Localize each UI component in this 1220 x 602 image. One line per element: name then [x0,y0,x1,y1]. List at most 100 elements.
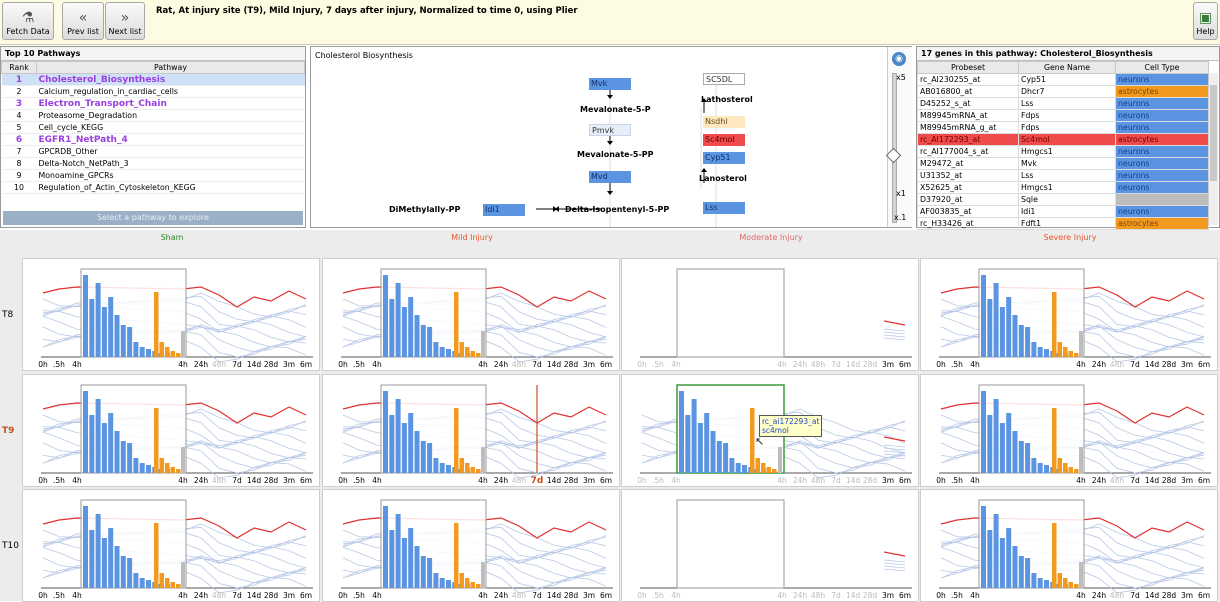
gene-node-nsdhl[interactable]: Nsdhl [703,116,745,128]
select-pathway-button[interactable]: Select a pathway to explore [3,211,303,225]
timecourse-chart[interactable]: 0h .5h 4h 4h 24h 48h 7d 14d 28d 3m 6m [621,258,919,371]
timecourse-chart[interactable]: 0h .5h 4h 4h 24h 48h 7d 14d 28d 3m 6m [322,489,620,602]
bar [114,431,120,473]
genes-scroll-thumb[interactable] [1210,85,1217,181]
tick-label: 24h [793,360,808,369]
bar [993,514,999,588]
gene-row[interactable]: AB016800_at Dhcr7 astrocytes [917,85,1209,98]
column-header[interactable]: Mild Injury [451,233,493,242]
gene-row[interactable]: M89945mRNA_g_at Fdps neurons [917,121,1209,134]
expression-line [342,292,607,318]
pathway-row[interactable]: 3 Electron_Transport_Chain [1,97,305,110]
expression-line [641,431,906,459]
timecourse-chart[interactable]: 0h .5h 4h 4h 24h 48h 7d 14d 28d 3m 6m [322,258,620,371]
gene-node-sc4mol[interactable]: Sc4mol [703,134,745,146]
pathway-row[interactable]: 7 GPCRDB_Other [1,145,305,158]
tick-label: 24h [194,591,209,600]
row-label[interactable]: T9 [2,426,15,436]
gene-name-cell: Dhcr7 [1018,85,1116,98]
pathway-row[interactable]: 8 Delta-Notch_NetPath_3 [1,157,305,170]
timecourse-chart[interactable]: 0h .5h 4h 4h 24h 48h 7d 14d 28d 3m 6m [22,374,320,487]
gene-node-mvd[interactable]: Mvd [589,171,631,183]
tick-label: 28d [863,476,878,485]
bar [133,342,139,357]
gene-name-cell: Fdft1 [1018,217,1116,230]
gene-row[interactable]: X52625_at Hmgcs1 neurons [917,181,1209,194]
column-header[interactable]: Sham [160,233,184,242]
expression-line [342,541,607,569]
expression-line [940,426,1205,454]
tick-label: 4h [478,591,488,600]
cell-type-cell: neurons [1115,169,1209,182]
gene-row[interactable]: AF003835_at Idi1 neurons [917,205,1209,218]
pathway-row[interactable]: 1 Cholesterol_Biosynthesis [1,73,305,86]
timecourse-chart[interactable]: 0h .5h 4h 4h 24h 48h 7d 14d 28d 3m 6m [322,374,620,487]
tick-label: 4h [970,476,980,485]
bar [481,447,485,473]
gene-name-header[interactable]: Gene Name [1018,61,1116,74]
gene-name-cell: Idi1 [1018,205,1116,218]
prev-list-button[interactable]: « Prev list [62,2,104,40]
gene-row[interactable]: M29472_at Mvk neurons [917,157,1209,170]
pathway-header[interactable]: Pathway [36,61,305,74]
gene-row[interactable]: D45252_s_at Lss neurons [917,97,1209,110]
expression-line [940,292,1205,318]
bar [389,530,395,588]
gene-node-pmvk[interactable]: Pmvk [589,124,631,136]
gene-node-sc5dl[interactable]: SC5DL [703,73,745,85]
gene-row[interactable]: M89945mRNA_at Fdps neurons [917,109,1209,122]
pathway-row[interactable]: 6 EGFR1_NetPath_4 [1,133,305,146]
timecourse-chart[interactable]: 0h .5h 4h 4h 24h 48h 7d 14d 28d 3m 6m [920,258,1218,371]
gene-row[interactable]: rc_AI177004_s_at Hmgcs1 neurons [917,145,1209,158]
globe-icon[interactable]: ◉ [892,52,906,66]
row-label[interactable]: T8 [2,310,14,320]
gene-row[interactable]: rc_AI172293_at Sc4mol astrocytes [917,133,1209,146]
probeset-cell: AF003835_at [917,205,1019,218]
expression-line [42,324,307,348]
gene-node-cyp51[interactable]: Cyp51 [703,152,745,164]
fetch-data-button[interactable]: ⚗ Fetch Data [2,2,54,40]
bar [120,441,126,473]
timecourse-chart[interactable]: 0h .5h 4h 4h 24h 48h 7d 14d 28d 3m 6m [920,374,1218,487]
gene-node-mvk[interactable]: Mvk [589,78,631,90]
pathway-row[interactable]: 9 Monoamine_GPCRs [1,169,305,182]
chevron-right-icon: » [120,10,130,26]
gene-node-idi1[interactable]: Idi1 [483,204,525,216]
gene-row[interactable]: rc_H33426_at Fdft1 astrocytes [917,217,1209,230]
bar [127,327,133,357]
cell-type-header[interactable]: Cell Type [1115,61,1209,74]
bar [1037,463,1043,473]
gene-node-lss[interactable]: Lss [703,202,745,214]
pathway-row[interactable]: 2 Calcium_regulation_in_cardiac_cells [1,85,305,98]
bar [395,399,401,473]
tick-label: 24h [793,591,808,600]
help-button[interactable]: ▣ Help [1193,2,1218,40]
gene-row[interactable]: rc_AI230255_at Cyp51 neurons [917,73,1209,86]
bar [159,458,164,473]
expression-line [42,451,307,479]
zoom-track[interactable] [892,73,897,223]
row-label[interactable]: T10 [2,541,19,551]
column-header[interactable]: Severe Injury [1043,233,1097,242]
timecourse-chart[interactable]: 0h .5h 4h 4h 24h 48h 7d 14d 28d 3m 6m [621,489,919,602]
zoom-slider-thumb[interactable] [885,148,902,164]
tick-label: 14d [247,591,262,600]
pathway-row[interactable]: 4 Proteasome_Degradation [1,109,305,122]
timecourse-chart[interactable]: 0h .5h 4h 4h 24h 48h 7d 14d 28d 3m 6m [22,489,320,602]
next-list-button[interactable]: » Next list [105,2,145,40]
column-header[interactable]: Moderate Injury [739,233,803,242]
bar [414,546,420,588]
genes-scrollbar[interactable] [1208,73,1218,225]
timecourse-chart[interactable]: 0h .5h 4h 4h 24h 48h 7d 14d 28d 3m 6m rc_ai172293_a… [621,374,919,487]
timecourse-chart[interactable]: 0h .5h 4h 4h 24h 48h 7d 14d 28d 3m 6m [22,258,320,371]
probeset-header[interactable]: Probeset [917,61,1019,74]
pathway-row[interactable]: 10 Regulation_of_Actin_Cytoskeleton_KEGG [1,181,305,194]
gene-row[interactable]: U31352_at Lss neurons [917,169,1209,182]
tick-label: 4h [72,476,82,485]
rank-header[interactable]: Rank [1,61,37,74]
bar [1063,347,1068,357]
timecourse-chart[interactable]: 0h .5h 4h 4h 24h 48h 7d 14d 28d 3m 6m [920,489,1218,602]
gene-row[interactable]: D37920_at Sqle [917,193,1209,206]
pathway-row[interactable]: 5 Cell_cycle_KEGG [1,121,305,134]
cell-type-cell: neurons [1115,121,1209,134]
